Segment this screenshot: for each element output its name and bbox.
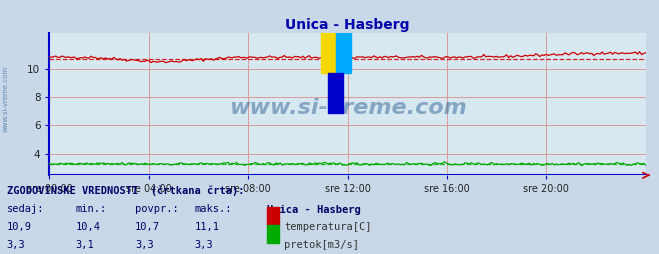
Title: Unica - Hasberg: Unica - Hasberg — [285, 18, 410, 32]
Text: Unica - Hasberg: Unica - Hasberg — [267, 204, 360, 214]
Text: 3,1: 3,1 — [76, 240, 94, 250]
Text: 3,3: 3,3 — [194, 240, 213, 250]
Text: povpr.:: povpr.: — [135, 204, 179, 214]
Text: temperatura[C]: temperatura[C] — [284, 222, 372, 232]
Text: www.si-vreme.com: www.si-vreme.com — [229, 98, 467, 118]
Text: sedaj:: sedaj: — [7, 204, 44, 214]
Text: 10,9: 10,9 — [7, 222, 32, 232]
Text: pretok[m3/s]: pretok[m3/s] — [284, 240, 359, 250]
FancyBboxPatch shape — [328, 73, 343, 113]
Text: ZGODOVINSKE VREDNOSTI  (črtkana črta):: ZGODOVINSKE VREDNOSTI (črtkana črta): — [7, 185, 244, 196]
Text: 10,7: 10,7 — [135, 222, 160, 232]
FancyBboxPatch shape — [321, 33, 335, 73]
Text: www.si-vreme.com: www.si-vreme.com — [2, 66, 9, 132]
Text: 10,4: 10,4 — [76, 222, 101, 232]
Text: 3,3: 3,3 — [135, 240, 154, 250]
Text: 3,3: 3,3 — [7, 240, 25, 250]
Text: 11,1: 11,1 — [194, 222, 219, 232]
Text: maks.:: maks.: — [194, 204, 232, 214]
Text: min.:: min.: — [76, 204, 107, 214]
FancyBboxPatch shape — [335, 33, 351, 73]
